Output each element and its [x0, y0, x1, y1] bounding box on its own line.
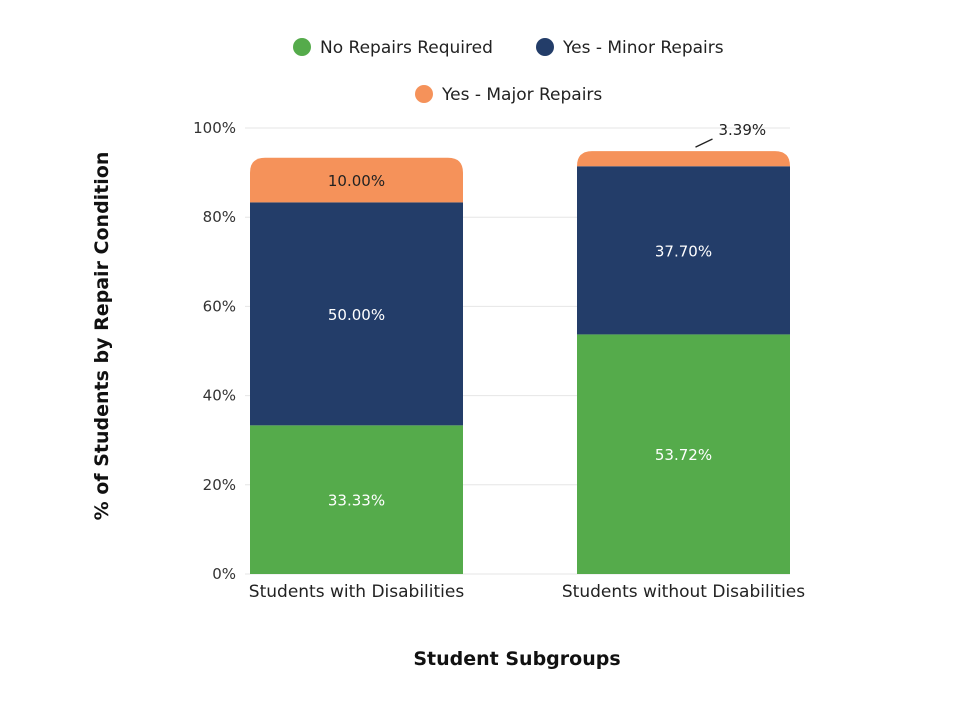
data-label: 10.00% [328, 172, 385, 190]
data-label: 50.00% [328, 306, 385, 324]
x-tick-label: Students without Disabilities [562, 582, 805, 602]
x-axis-ticks: Students with Disabilities Students witho… [249, 582, 805, 602]
legend: No Repairs Required Yes - Minor Repairs Ye… [293, 38, 724, 105]
bars: 33.33% 50.00% 10.00% 53.72% 37.70% 3.39% [250, 121, 790, 574]
y-tick-label: 60% [203, 297, 236, 315]
y-axis-ticks: 0% 20% 40% 60% 80% 100% [193, 119, 236, 583]
data-label: 53.72% [655, 446, 712, 464]
y-axis-title: % of Students by Repair Condition [91, 152, 113, 521]
y-tick-label: 0% [212, 565, 236, 583]
legend-label: Yes - Minor Repairs [562, 38, 724, 58]
bar-segment-yes-minor-repairs [250, 202, 463, 426]
x-axis-title: Student Subgroups [413, 648, 620, 670]
data-label: 37.70% [655, 242, 712, 260]
legend-item-yes-major-repairs: Yes - Major Repairs [415, 85, 602, 105]
x-tick-label: Students with Disabilities [249, 582, 465, 602]
legend-marker [415, 85, 433, 103]
legend-label: Yes - Major Repairs [441, 85, 602, 105]
data-label: 3.39% [719, 121, 767, 139]
leader-line [695, 138, 713, 148]
legend-marker [536, 38, 554, 56]
bar-segment-yes-major-repairs [250, 157, 463, 203]
bar-segment-no-repairs-required [250, 425, 463, 574]
bar-group-students-without-disabilities: 53.72% 37.70% 3.39% [577, 121, 790, 574]
legend-item-yes-minor-repairs: Yes - Minor Repairs [536, 38, 724, 58]
legend-item-no-repairs-required: No Repairs Required [293, 38, 493, 58]
y-tick-label: 20% [203, 476, 236, 494]
legend-marker [293, 38, 311, 56]
data-label: 33.33% [328, 492, 385, 510]
y-tick-label: 40% [203, 387, 236, 405]
bar-segment-yes-minor-repairs [577, 166, 790, 335]
y-tick-label: 80% [203, 208, 236, 226]
bar-segment-no-repairs-required [577, 334, 790, 574]
legend-label: No Repairs Required [320, 38, 493, 58]
bar-segment-yes-major-repairs [577, 151, 790, 167]
y-tick-label: 100% [193, 119, 236, 137]
bar-group-students-with-disabilities: 33.33% 50.00% 10.00% [250, 157, 463, 574]
